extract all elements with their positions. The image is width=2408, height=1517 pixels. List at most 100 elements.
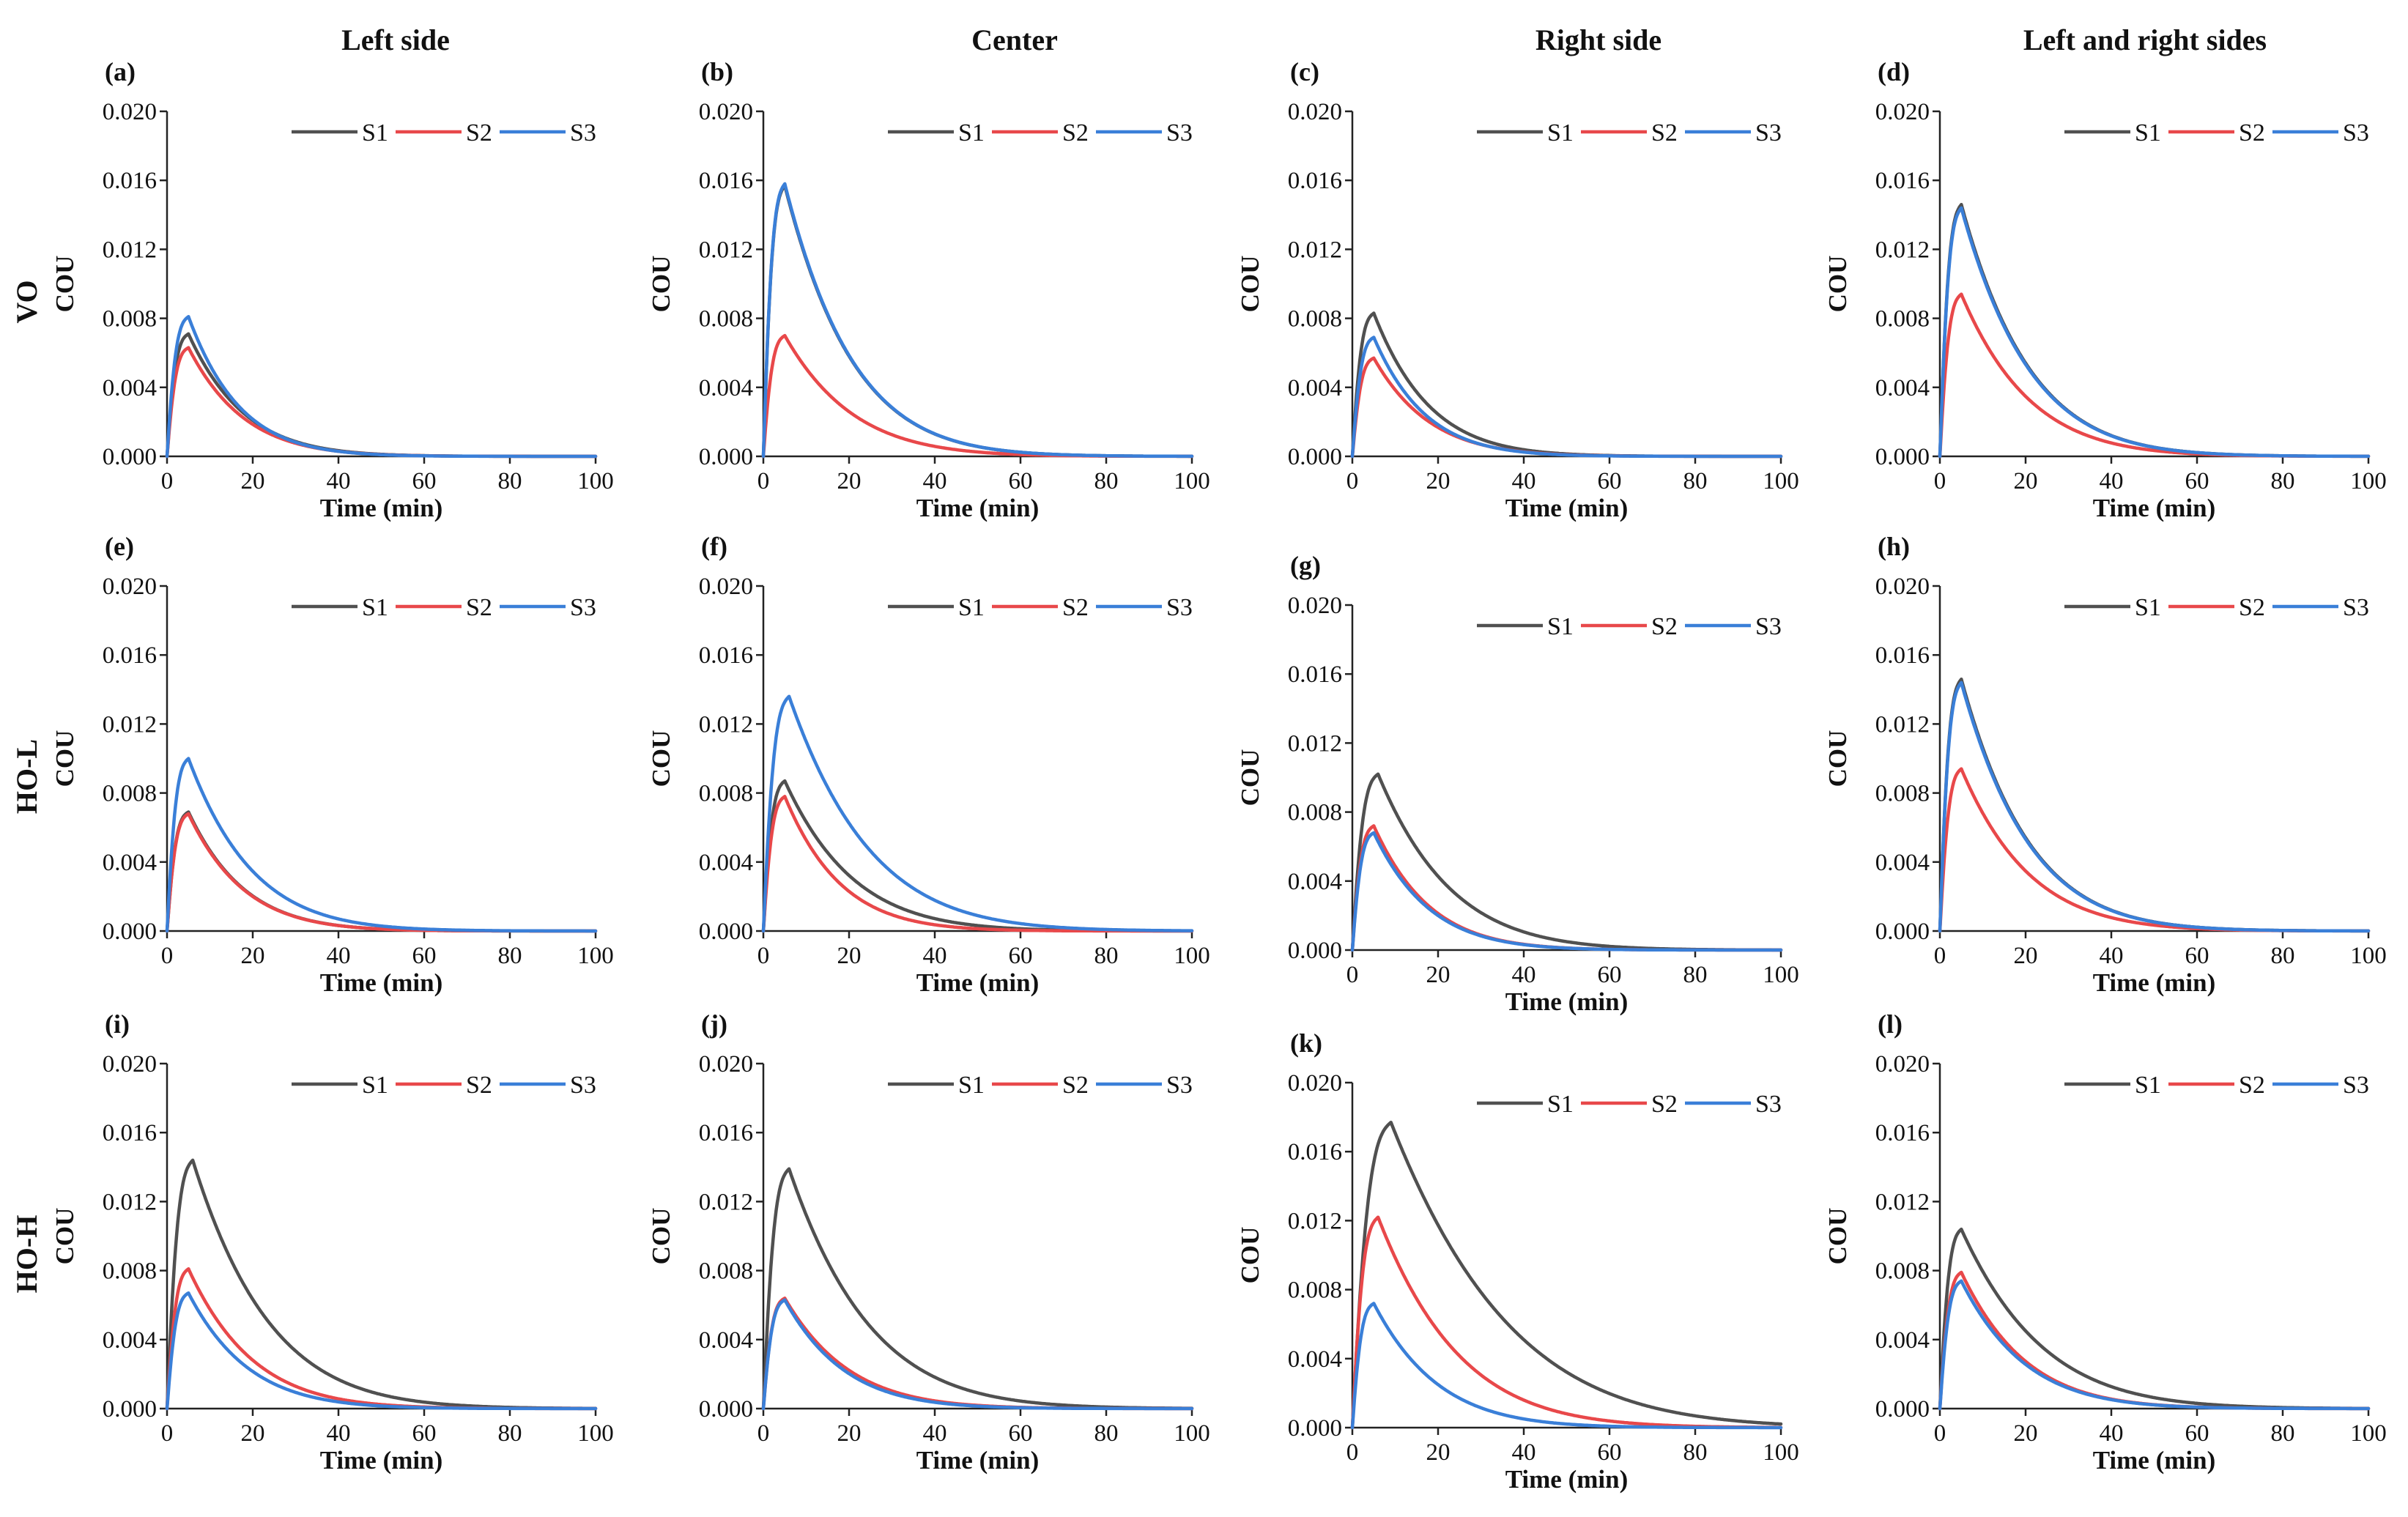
series-line-s3 (761, 694, 1194, 933)
x-tick-label: 20 (837, 943, 862, 969)
x-tick-label: 0 (161, 468, 174, 494)
x-tick-label: 0 (757, 943, 770, 969)
y-tick-label: 0.016 (103, 1120, 157, 1146)
y-tick-label: 0.008 (1875, 1258, 1930, 1285)
panel-label-i: (i) (105, 1009, 130, 1039)
x-tick-label: 20 (1426, 962, 1451, 988)
y-tick-label: 0.020 (699, 1051, 753, 1078)
y-tick-label: 0.004 (699, 375, 753, 401)
x-tick-label: 100 (1763, 962, 1799, 988)
x-tick-label: 40 (923, 468, 947, 494)
series-line-s1 (165, 1158, 598, 1411)
x-tick-label: 100 (577, 468, 614, 494)
x-tick-label: 0 (161, 943, 174, 969)
y-tick-label: 0.004 (1875, 375, 1930, 401)
x-tick-label: 20 (241, 943, 265, 969)
legend-label-s1: S1 (2135, 594, 2161, 621)
x-tick-label: 80 (1683, 1439, 1708, 1466)
y-tick-label: 0.012 (1288, 237, 1342, 263)
x-tick-label: 60 (1009, 1420, 1033, 1447)
y-tick-label: 0.020 (1875, 99, 1930, 125)
series-line-s3 (1938, 1279, 2371, 1411)
x-tick-label: 80 (1094, 943, 1119, 969)
y-tick-label: 0.004 (1875, 1327, 1930, 1354)
y-axis-label: COU (647, 730, 675, 787)
y-tick-label: 0.020 (1875, 1051, 1930, 1078)
x-tick-label: 100 (2350, 943, 2387, 969)
column-title-center: Center (971, 23, 1058, 56)
y-axis-label: COU (1236, 256, 1264, 313)
x-tick-label: 60 (412, 1420, 437, 1447)
legend-label-s3: S3 (1755, 119, 1782, 146)
y-tick-label: 0.012 (103, 1189, 157, 1215)
series-line-s3 (761, 182, 1194, 459)
x-axis-label: Time (min) (320, 494, 443, 522)
legend-label-s3: S3 (2343, 594, 2369, 621)
row-title-ho-h: HO-H (10, 1215, 43, 1294)
legend-label-s3: S3 (570, 594, 596, 621)
x-tick-label: 40 (1512, 962, 1536, 988)
y-axis-label: COU (1823, 1208, 1852, 1265)
x-axis-label: Time (min) (916, 1446, 1040, 1475)
x-tick-label: 100 (577, 943, 614, 969)
x-tick-label: 80 (498, 468, 522, 494)
y-tick-label: 0.000 (699, 1396, 753, 1423)
legend-label-s3: S3 (1166, 1072, 1193, 1099)
y-tick-label: 0.016 (1288, 661, 1342, 688)
x-tick-label: 40 (2100, 1420, 2124, 1447)
y-tick-label: 0.012 (1288, 1208, 1342, 1234)
series-line-s1 (1350, 1120, 1783, 1430)
y-tick-label: 0.000 (699, 919, 753, 945)
y-tick-label: 0.016 (699, 1120, 753, 1146)
panel-g: (g) 0.000 0.004 0.008 0.012 0.016 0.020 0 20 40 60… (1236, 551, 1799, 1016)
series-line-s1 (761, 184, 1194, 459)
x-tick-label: 80 (498, 1420, 522, 1447)
x-tick-label: 20 (241, 1420, 265, 1447)
x-tick-label: 80 (2271, 1420, 2295, 1447)
y-tick-label: 0.012 (699, 1189, 753, 1215)
x-axis-label: Time (min) (916, 494, 1040, 522)
legend-label-s2: S2 (1062, 594, 1089, 621)
series-line-s2 (1350, 1215, 1783, 1430)
x-tick-label: 40 (327, 468, 351, 494)
y-tick-label: 0.000 (699, 444, 753, 470)
x-tick-label: 0 (161, 1420, 174, 1447)
x-tick-label: 100 (1763, 1439, 1799, 1466)
y-tick-label: 0.016 (103, 642, 157, 669)
legend-label-s2: S2 (2239, 119, 2265, 146)
x-tick-label: 60 (2185, 943, 2209, 969)
row-title-vo: VO (10, 280, 43, 323)
y-tick-label: 0.008 (699, 306, 753, 333)
x-tick-label: 80 (1094, 1420, 1119, 1447)
legend-label-s3: S3 (1166, 594, 1193, 621)
y-tick-label: 0.008 (1288, 1277, 1342, 1304)
panel-label-e: (e) (105, 532, 134, 561)
x-tick-label: 0 (1934, 1420, 1946, 1447)
x-tick-label: 0 (1346, 1439, 1359, 1466)
legend-label-s2: S2 (2239, 1072, 2265, 1099)
x-axis-label: Time (min) (2093, 1446, 2216, 1475)
y-tick-label: 0.008 (103, 781, 157, 807)
x-tick-label: 0 (1934, 943, 1946, 969)
y-tick-label: 0.008 (699, 1258, 753, 1285)
panel-a: (a) 0.000 0.004 0.008 0.012 0.016 0.020 0 20 40 60… (51, 57, 614, 522)
panel-b: (b) 0.000 0.004 0.008 0.012 0.016 0.020 0 20 40 60… (647, 57, 1210, 522)
y-axis-label: COU (1236, 1227, 1264, 1284)
legend-label-s1: S1 (1547, 613, 1574, 640)
y-tick-label: 0.004 (1288, 1346, 1342, 1373)
legend-label-s2: S2 (1651, 1091, 1678, 1118)
legend-label-s2: S2 (466, 594, 492, 621)
panel-d: (d) 0.000 0.004 0.008 0.012 0.016 0.020 0 20 40 60… (1823, 57, 2387, 522)
x-tick-label: 60 (412, 943, 437, 969)
y-axis-label: COU (647, 1208, 675, 1265)
x-tick-label: 40 (1512, 1439, 1536, 1466)
panel-label-b: (b) (701, 57, 733, 86)
series-line-s2 (165, 1266, 598, 1411)
y-tick-label: 0.016 (1875, 642, 1930, 669)
series-line-s3 (1938, 206, 2371, 459)
x-tick-label: 80 (2271, 943, 2295, 969)
panel-e: (e) 0.000 0.004 0.008 0.012 0.016 0.020 0 20 40 60… (51, 532, 614, 997)
series-line-s1 (761, 1167, 1194, 1411)
y-axis-label: COU (1823, 730, 1852, 787)
legend-label-s1: S1 (362, 594, 388, 621)
